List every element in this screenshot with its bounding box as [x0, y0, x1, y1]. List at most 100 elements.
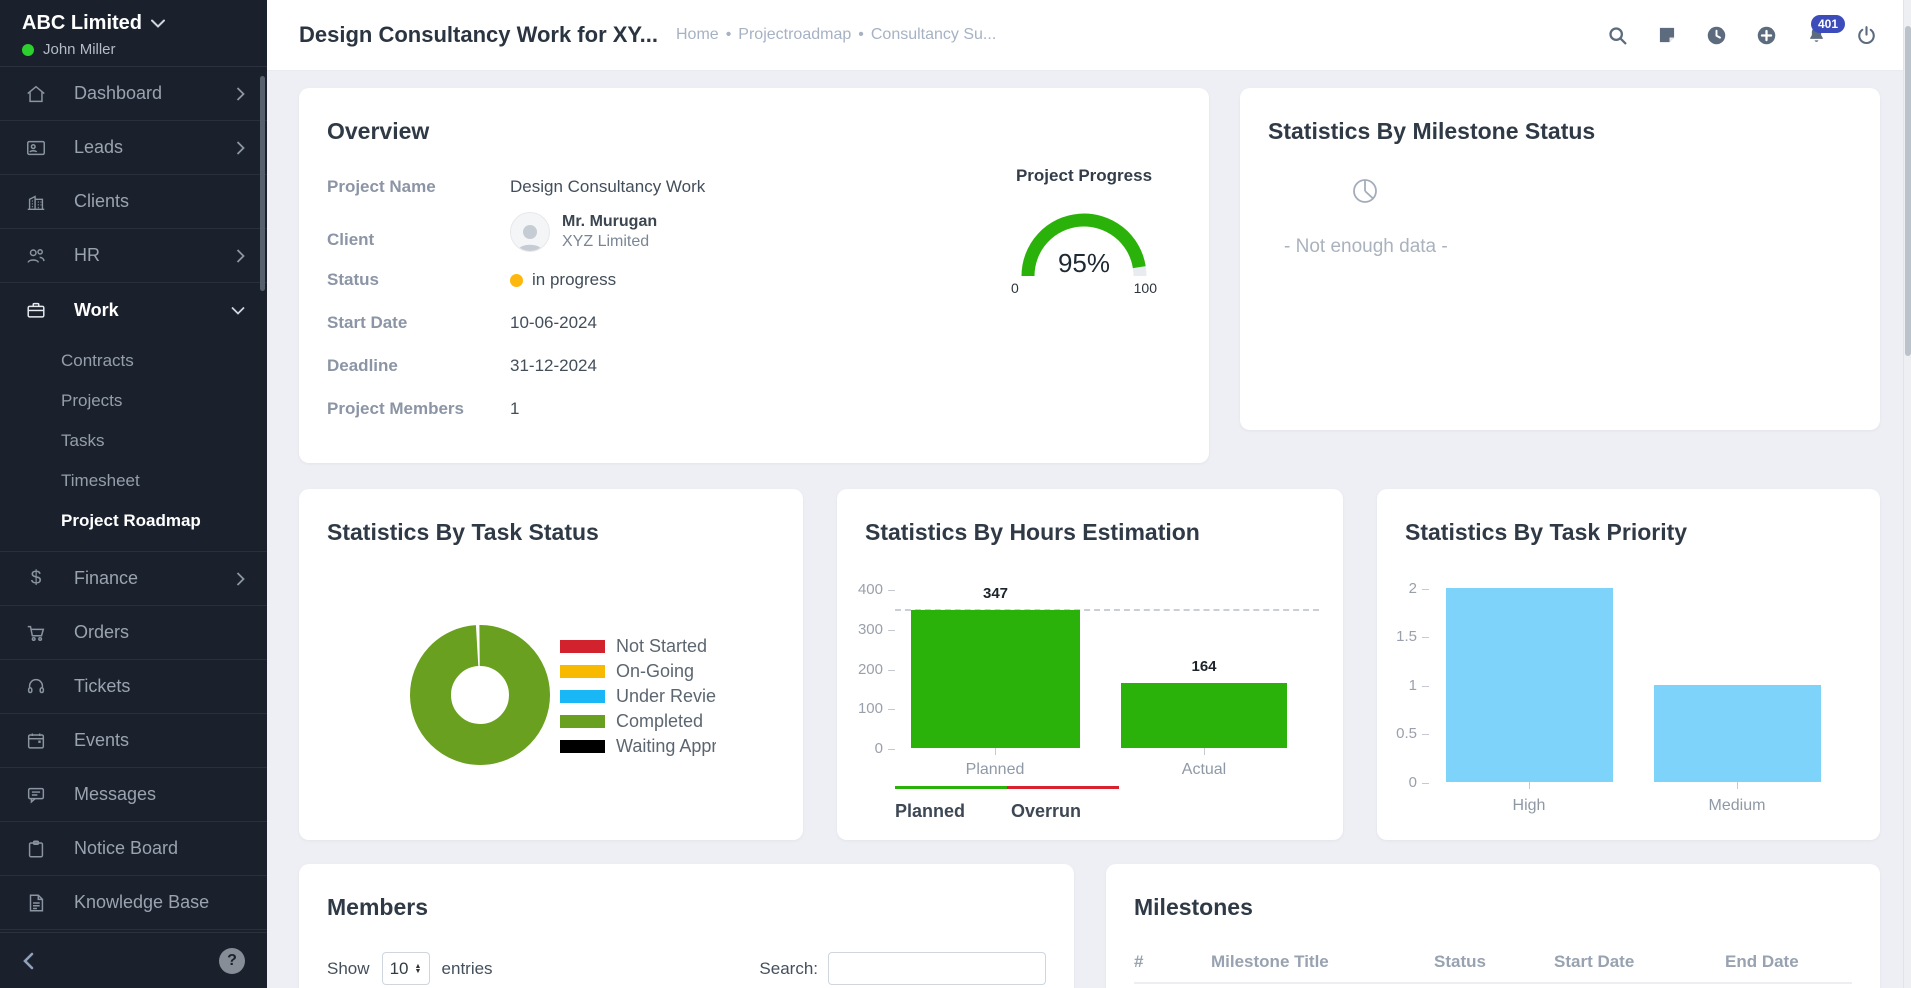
top-bar: Design Consultancy Work for XY... Home •… — [267, 0, 1911, 71]
x-label-planned: Planned — [965, 761, 1025, 778]
sidebar-item-messages[interactable]: Messages — [0, 768, 267, 822]
legend-swatch-not-started — [560, 640, 605, 653]
sidebar-item-work[interactable]: Work — [0, 283, 267, 337]
sidebar-collapse-button[interactable] — [22, 952, 34, 970]
breadcrumb: Home • Projectroadmap • Consultancy Su..… — [676, 26, 996, 44]
x-tick — [1737, 782, 1738, 789]
not-enough-data-text: - Not enough data - — [1284, 236, 1448, 257]
work-submenu: Contracts Projects Tasks Timesheet Proje… — [0, 337, 267, 552]
help-button[interactable]: ? — [219, 947, 245, 974]
sidebar-item-knowledge-base[interactable]: Knowledge Base — [0, 876, 267, 930]
status-value: in progress — [532, 270, 617, 289]
sidebar-item-label: Messages — [74, 784, 157, 804]
sidebar-item-hr[interactable]: HR — [0, 229, 267, 283]
gauge-value: 95% — [1057, 248, 1111, 278]
sidebar-footer: ? — [0, 932, 267, 988]
column-status: Status — [1434, 952, 1486, 971]
sidebar-item-label: Knowledge Base — [74, 892, 210, 912]
project-members-row: Project Members 1 — [327, 399, 1181, 419]
power-icon[interactable] — [1856, 25, 1877, 46]
plus-icon[interactable] — [1756, 25, 1777, 46]
sidebar-item-projects[interactable]: Projects — [61, 391, 123, 410]
clock-icon[interactable] — [1706, 25, 1727, 46]
sidebar-item-tickets[interactable]: Tickets — [0, 660, 267, 714]
page-size-select[interactable]: 10 ▲ ▼ — [381, 952, 430, 985]
clients-icon — [24, 191, 48, 213]
x-label-actual: Actual — [1181, 761, 1227, 778]
column-number: # — [1134, 952, 1144, 971]
chevron-down-icon — [231, 306, 245, 315]
breadcrumb-current: Consultancy Su... — [870, 26, 997, 43]
sidebar-item-notice-board[interactable]: Notice Board — [0, 822, 267, 876]
bar-actual — [1121, 682, 1287, 748]
deadline-label: Deadline — [327, 356, 398, 375]
sidebar-nav: Dashboard Leads Clients HR — [0, 67, 267, 930]
hr-icon — [24, 245, 48, 267]
company-selector[interactable]: ABC Limited — [22, 12, 245, 35]
sidebar-item-label: Work — [74, 299, 119, 320]
bell-icon[interactable]: 401 — [1806, 14, 1845, 46]
legend-swatch-on-going — [560, 665, 605, 678]
y-tick-label: 200 — [839, 661, 895, 678]
page-size-value: 10 — [389, 958, 409, 978]
client-row: Client Mr. Murugan XYZ Limited — [327, 212, 1181, 252]
breadcrumb-projectroadmap[interactable]: Projectroadmap — [738, 26, 852, 43]
milestone-status-card: Statistics By Milestone Status - Not eno… — [1240, 88, 1880, 430]
sidebar-item-contracts[interactable]: Contracts — [61, 351, 134, 370]
sidebar-item-label: HR — [74, 245, 100, 265]
column-end-date: End Date — [1725, 952, 1799, 971]
members-card: Members Show 10 ▲ ▼ entries Search: — [299, 864, 1074, 988]
x-label-medium: Medium — [1708, 797, 1766, 814]
start-date-value: 10-06-2024 — [510, 313, 597, 332]
milestones-card: Milestones # Milestone Title Status Star… — [1106, 864, 1880, 988]
sidebar-item-label: Leads — [74, 137, 124, 157]
chevron-right-icon — [236, 571, 245, 586]
milestones-table-header: # Milestone Title Status Start Date End … — [1134, 942, 1852, 984]
notice-board-icon — [24, 838, 48, 860]
task-priority-card: Statistics By Task Priority 2 1.5 1 0.5 … — [1377, 489, 1880, 840]
sidebar-scrollbar[interactable] — [260, 76, 265, 291]
sidebar-item-tasks[interactable]: Tasks — [61, 431, 105, 450]
main-content: Overview Project Name Design Consultancy… — [267, 71, 1911, 988]
home-icon — [24, 83, 48, 105]
members-search-input[interactable] — [828, 952, 1046, 985]
show-label: Show — [327, 958, 370, 978]
gauge-max-label: 100 — [1133, 280, 1157, 296]
task-status-card: Statistics By Task Status Not Started On… — [299, 489, 803, 840]
chevron-right-icon — [236, 140, 245, 155]
breadcrumb-separator: • — [725, 26, 732, 43]
user-name: John Miller — [43, 41, 116, 58]
leads-icon — [24, 137, 48, 159]
column-start-date: Start Date — [1554, 952, 1635, 971]
y-tick-label: 0 — [1373, 774, 1429, 791]
y-tick-label: 0 — [839, 740, 895, 757]
project-name-row: Project Name Design Consultancy Work — [327, 177, 1181, 197]
entries-label: entries — [441, 958, 493, 978]
sidebar-item-finance[interactable]: $ Finance — [0, 552, 267, 606]
y-tick-label: 1.5 — [1373, 628, 1429, 645]
sidebar-item-events[interactable]: Events — [0, 714, 267, 768]
pie-chart-icon — [1350, 176, 1380, 206]
sidebar-item-project-roadmap[interactable]: Project Roadmap — [61, 511, 201, 530]
tickets-icon — [24, 676, 48, 698]
chevron-down-icon — [151, 19, 165, 28]
status-label: Status — [327, 270, 379, 289]
start-date-label: Start Date — [327, 313, 408, 332]
bar-high — [1446, 588, 1613, 782]
legend-planned: Planned — [895, 801, 966, 821]
members-title: Members — [327, 894, 428, 920]
project-name-value: Design Consultancy Work — [510, 177, 706, 196]
x-tick — [995, 748, 996, 755]
search-icon[interactable] — [1607, 25, 1628, 46]
sidebar-item-clients[interactable]: Clients — [0, 175, 267, 229]
page-scrollbar-thumb[interactable] — [1905, 26, 1911, 356]
sidebar-item-timesheet[interactable]: Timesheet — [61, 471, 140, 490]
select-arrows-icon: ▲ ▼ — [414, 962, 422, 975]
task-status-donut-chart — [410, 625, 550, 765]
sidebar-item-dashboard[interactable]: Dashboard — [0, 67, 267, 121]
sidebar-item-leads[interactable]: Leads — [0, 121, 267, 175]
note-icon[interactable] — [1657, 25, 1677, 45]
sidebar-item-orders[interactable]: Orders — [0, 606, 267, 660]
reference-dashed-line — [895, 609, 1319, 611]
breadcrumb-home[interactable]: Home — [676, 26, 719, 43]
